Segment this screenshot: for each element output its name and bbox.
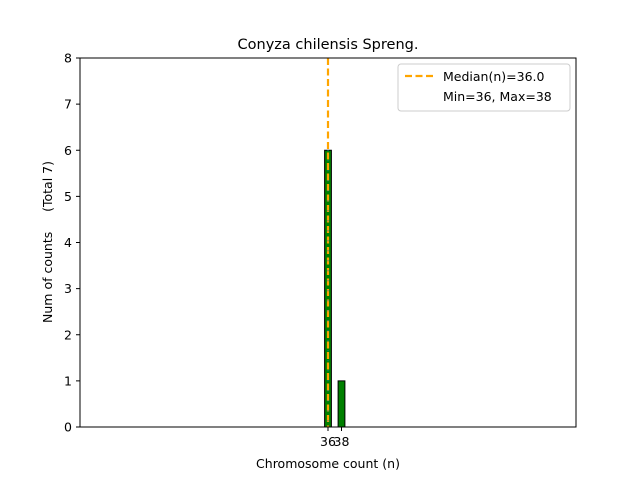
y-tick-label-8: 8 [64,51,72,66]
legend: Median(n)=36.0 Min=36, Max=38 [397,63,571,112]
y-tick-label-4: 4 [64,235,72,250]
legend-entry-median: Median(n)=36.0 [443,69,544,84]
y-tick-label-0: 0 [64,420,72,435]
x-axis-label: Chromosome count (n) [256,456,400,471]
legend-box [397,63,571,112]
y-tick-label-1: 1 [64,373,72,388]
y-tick-label-2: 2 [64,327,72,342]
y-tick-label-6: 6 [64,143,72,158]
chart-title: Conyza chilensis Spreng. [238,37,419,53]
y-tick-label-3: 3 [64,281,72,296]
y-axis-label: Num of counts (Total 7) [40,161,55,323]
y-axis: 0 1 2 3 4 5 6 7 8 [64,51,80,435]
x-tick-label-38: 38 [334,434,350,449]
y-tick-label-7: 7 [64,97,72,112]
plot-frame [79,57,577,428]
x-tick-label-36: 36 [320,434,336,449]
bar-38 [337,380,346,428]
y-tick-label-5: 5 [64,189,72,204]
legend-entry-range: Min=36, Max=38 [443,89,552,104]
